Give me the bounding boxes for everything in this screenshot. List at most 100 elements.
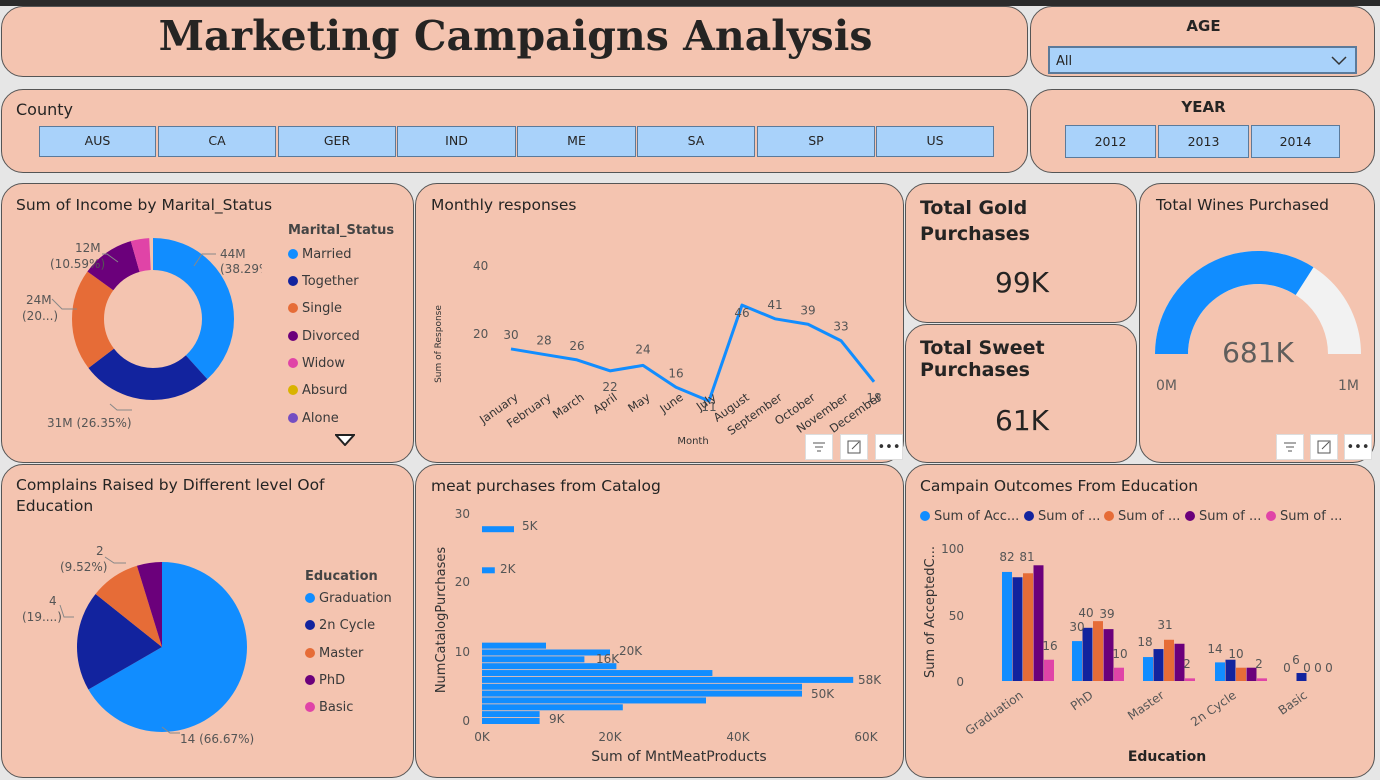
legend-item-together[interactable]: Together [288,274,359,289]
legend-dot [288,303,298,313]
legend-item-widow[interactable]: Widow [288,356,345,371]
legend-item-divorced[interactable]: Divorced [288,329,360,344]
complains-label-graduation: 14 (66.67%) [180,732,254,746]
filter-icon[interactable] [805,434,833,460]
legend-label: Single [302,301,342,316]
point-value-label: 24 [635,342,650,356]
income-label-divorced-value: 12M [75,241,101,255]
bar-value-label: 9K [549,712,566,726]
complains-label-cycle-pct: (19....) [22,610,62,624]
donut-slice-together [72,238,234,400]
point-value-label: 41 [767,298,782,312]
bar [482,690,802,697]
county-button-me[interactable]: ME [517,126,636,157]
complains-label-master-value: 2 [96,544,104,558]
bar [1023,573,1033,681]
page-title: Marketing Campaigns Analysis [158,12,873,60]
bar [1225,659,1236,681]
legend-dot [305,648,315,658]
campaign-outcomes-card: Campain Outcomes From Education Sum of A… [905,464,1375,778]
legend-dot [1266,511,1276,521]
more-options-icon[interactable]: ••• [1344,434,1372,460]
x-axis-label: Sum of MntMeatProducts [591,749,766,765]
legend-label: Master [319,646,364,661]
legend-label: Divorced [302,329,360,344]
income-donut-chart: 44M (38.29%) 31M (26.35%) 24M (20...) 12… [22,238,262,430]
legend-item-single[interactable]: Single [288,301,342,316]
x-tick-category: Graduation [963,688,1026,738]
bar-value-label: 82 [999,550,1014,564]
county-button-sp[interactable]: SP [757,126,875,157]
wines-gauge: 681K 0M 1M [1155,251,1361,394]
more-options-icon[interactable]: ••• [875,434,903,460]
legend-item-graduation[interactable]: Graduation [305,591,392,606]
bar [1296,673,1307,681]
wines-card: Total Wines Purchased 681K 0M 1M ••• [1139,183,1375,463]
legend-label: Basic [319,700,354,715]
gold-kpi-title-line2: Purchases [920,223,1030,245]
legend-item-series-1[interactable]: Sum of Acc... [920,509,1019,524]
legend-label: Sum of ... [1199,509,1262,524]
year-button-2012[interactable]: 2012 [1065,125,1156,158]
year-button-2014[interactable]: 2014 [1251,125,1340,158]
bar [482,718,540,724]
focus-mode-icon[interactable] [1310,434,1338,460]
pie-slice-graduation [88,562,247,732]
bar-value-label: 14 [1207,642,1222,656]
bar [482,642,546,649]
complains-legend-title: Education [305,569,378,584]
legend-item-master[interactable]: Master [305,646,363,661]
bar [1143,657,1153,681]
legend-item-married[interactable]: Married [288,247,352,262]
legend-item-alone[interactable]: Alone [288,411,339,426]
monthly-responses-title: Monthly responses [431,196,577,214]
legend-label: Widow [302,356,346,371]
county-button-ca[interactable]: CA [158,126,276,157]
county-button-ger[interactable]: GER [278,126,396,157]
point-value-label: 30 [503,328,518,342]
bar-value-label: 18 [1137,635,1152,649]
filter-icon[interactable] [1276,434,1304,460]
pie-slice-phd [136,562,162,647]
x-tick-category: Master [1125,688,1167,723]
legend-item-phd[interactable]: PhD [305,673,345,688]
county-button-aus[interactable]: AUS [39,126,156,157]
county-filter-card: County AUS CA GER IND ME SA SP US [1,89,1028,173]
bar [482,704,623,711]
point-value-label: 26 [569,339,584,353]
legend-dot [288,331,298,341]
legend-dot [288,385,298,395]
legend-item-absurd[interactable]: Absurd [288,383,348,398]
legend-label: Alone [302,411,339,426]
legend-item-series-2[interactable]: Sum of ... [1024,509,1100,524]
legend-item-series-3[interactable]: Sum of ... [1104,509,1180,524]
y-tick-40: 40 [473,259,488,273]
legend-item-series-4[interactable]: Sum of ... [1185,509,1261,524]
legend-scroll-down-icon[interactable] [335,434,355,446]
bar [482,526,514,533]
legend-item-2n-cycle[interactable]: 2n Cycle [305,618,375,633]
legend-label: Sum of Acc... [934,509,1020,524]
bar-value-label: 20K [619,644,643,658]
complains-title-line1: Complains Raised by Different level Oof [16,476,325,494]
age-filter-card: AGE All [1030,6,1375,77]
sweet-kpi-value: 61K [995,404,1049,437]
legend-item-basic[interactable]: Basic [305,700,353,715]
title-card: Marketing Campaigns Analysis [1,6,1028,77]
county-button-ind[interactable]: IND [397,126,516,157]
county-button-us[interactable]: US [876,126,994,157]
county-button-sa[interactable]: SA [637,126,755,157]
age-dropdown[interactable]: All [1048,46,1357,74]
focus-mode-icon[interactable] [840,434,868,460]
income-label-single-value: 24M [26,293,52,307]
year-button-2013[interactable]: 2013 [1158,125,1249,158]
x-tick-category: 2n Cycle [1188,688,1239,729]
year-filter-label: YEAR [1181,98,1226,116]
pie-slice-master [95,565,162,647]
bar-value-label: 2 [1183,657,1191,671]
bar [1257,678,1267,681]
window-top-bar [0,0,1380,6]
year-filter-card: YEAR 2012 2013 2014 [1030,89,1375,173]
legend-item-series-5[interactable]: Sum of ... [1266,509,1342,524]
gold-kpi-title-line1: Total Gold [920,197,1028,219]
